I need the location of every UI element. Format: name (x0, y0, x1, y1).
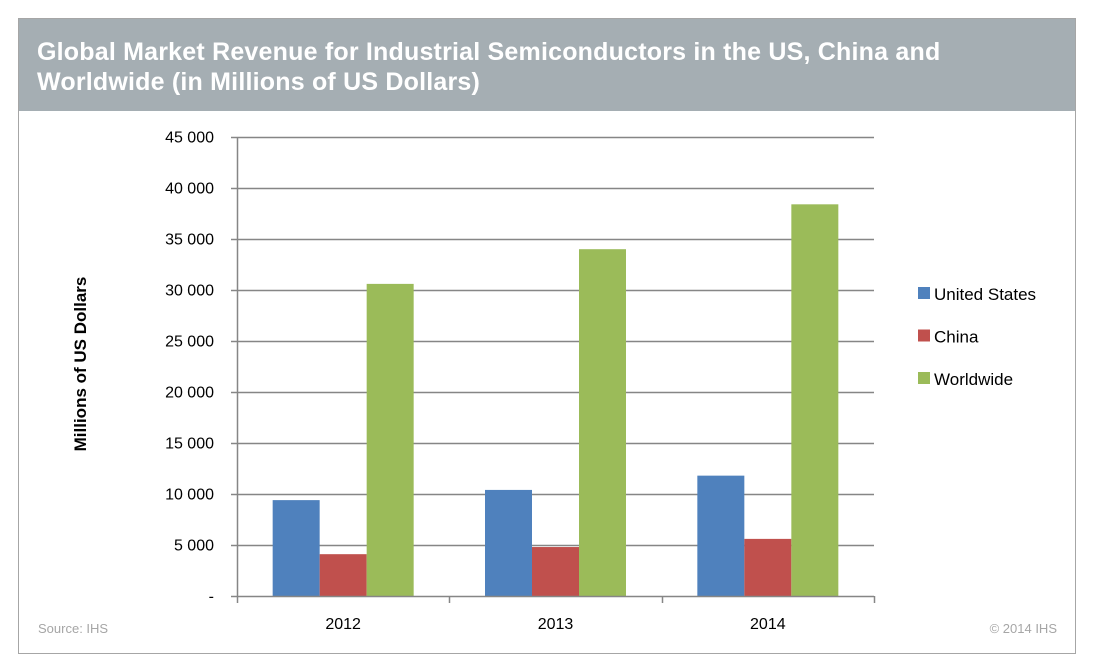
legend-swatch (918, 329, 930, 342)
bar-united-states-2013 (485, 489, 532, 596)
bar-worldwide-2012 (366, 283, 414, 596)
x-tick-label: 2014 (750, 616, 786, 633)
legend-swatch (918, 287, 930, 299)
source-note: Source: IHS (38, 621, 108, 636)
y-tick-label: 45 000 (165, 130, 214, 147)
y-tick-label: 25 000 (165, 334, 214, 351)
legend-label: United States (934, 285, 1036, 304)
legend-label: China (934, 328, 979, 347)
y-axis-title: Millions of US Dollars (71, 277, 90, 452)
bars (272, 204, 839, 596)
bar-china-2013 (532, 547, 579, 596)
bar-china-2014 (744, 538, 792, 596)
x-tick-label: 2012 (325, 616, 361, 633)
x-tick-label: 2013 (538, 616, 574, 633)
gridlines (237, 136, 874, 547)
y-tick-label: 5 000 (174, 538, 214, 555)
legend-swatch (918, 372, 930, 384)
chart-title: Global Market Revenue for Industrial Sem… (37, 38, 941, 96)
bar-united-states-2014 (697, 475, 745, 596)
bar-worldwide-2013 (579, 249, 626, 596)
y-tick-label: 30 000 (165, 283, 214, 300)
copyright-note: © 2014 IHS (990, 621, 1058, 636)
title-bar: Global Market Revenue for Industrial Sem… (19, 19, 1075, 111)
y-tick-label: 20 000 (165, 385, 214, 402)
legend-label: Worldwide (934, 370, 1013, 389)
y-tick-label: 35 000 (165, 232, 214, 249)
bar-united-states-2012 (272, 500, 320, 596)
bar-worldwide-2014 (791, 204, 839, 596)
y-tick-label: 10 000 (165, 487, 214, 504)
y-tick-label: 15 000 (165, 436, 214, 453)
y-tick-label: 40 000 (165, 181, 214, 198)
legend: United States China Worldwide (918, 285, 1036, 389)
axes: - 5 000 10 000 15 000 20 000 25 000 30 000 35 0… (165, 130, 876, 633)
y-tick-label: - (209, 589, 214, 606)
bar-china-2012 (319, 554, 367, 596)
